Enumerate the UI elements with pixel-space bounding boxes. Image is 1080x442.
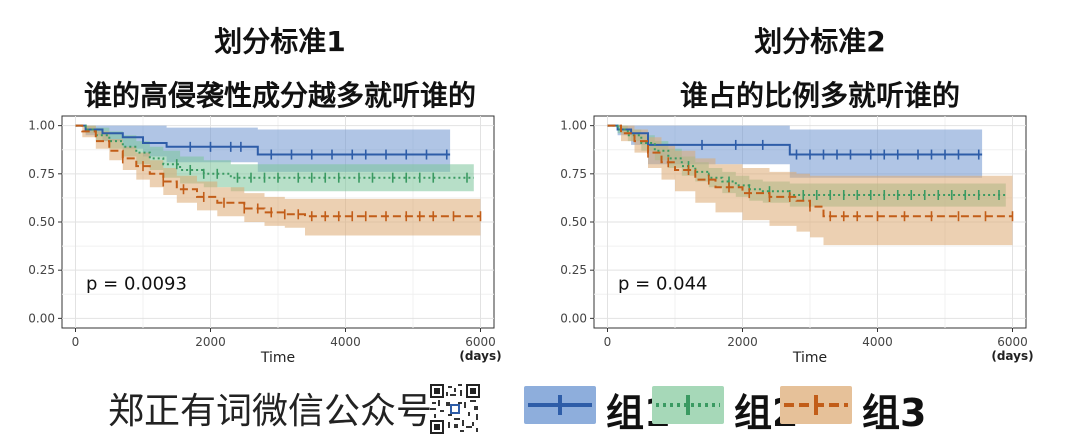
y-tick-label: 0.25 (560, 263, 587, 277)
km-chart-2: 0 2000 4000 6000 0.00 0.25 0.50 0.75 1.00 p = 0.0… (560, 115, 1034, 366)
qr-code-icon (430, 384, 480, 434)
y-tick-label: 0.50 (28, 215, 55, 229)
chart1-title: 划分标准1 (214, 25, 346, 58)
watermark-text: 郑正有词微信公众号 (108, 391, 433, 432)
ci-band (607, 125, 1013, 246)
y-tick-label: 0.00 (560, 311, 587, 325)
chart1-subtitle: 谁的高侵袭性成分越多就听谁的 (83, 79, 476, 112)
x-axis-label: Time (260, 350, 295, 366)
ci-band (75, 125, 481, 236)
y-tick-label: 1.00 (28, 119, 55, 133)
y-tick-label: 1.00 (560, 119, 587, 133)
x-tick-label: 2000 (195, 335, 226, 349)
footer: 郑正有词微信公众号 组1 (0, 378, 1080, 438)
survival-curve (75, 124, 481, 218)
y-tick-label: 0.00 (28, 311, 55, 325)
y-tick-label: 0.75 (560, 167, 587, 181)
survival-curve (607, 124, 1013, 218)
x-tick-label: 0 (604, 335, 612, 349)
p-value: p = 0.044 (618, 273, 707, 294)
survival-curve (607, 124, 983, 156)
km-chart-1: 0 2000 4000 6000 0.00 0.25 0.50 0.75 1.00 p = 0.0… (28, 115, 502, 366)
chart2-subtitle: 谁占的比例多就听谁的 (679, 79, 960, 112)
chart2-title: 划分标准2 (754, 25, 886, 58)
ci-band (607, 125, 983, 178)
x-tick-label: 4000 (862, 335, 893, 349)
x-tick-label: 6000 (997, 335, 1028, 349)
p-value: p = 0.0093 (86, 273, 187, 294)
y-tick-label: 0.75 (28, 167, 55, 181)
legend-swatch-group3 (780, 386, 852, 424)
x-tick-label: 0 (72, 335, 80, 349)
y-tick-label: 0.50 (560, 215, 587, 229)
legend-swatch-group1 (524, 386, 596, 424)
legend-label-group3: 组3 (862, 391, 927, 435)
y-tick-label: 0.25 (28, 263, 55, 277)
x-tick-label: 4000 (330, 335, 361, 349)
x-tick-label: 6000 (465, 335, 496, 349)
legend-swatch-group2 (652, 386, 724, 424)
x-axis-unit: (days) (459, 349, 501, 363)
x-tick-label: 2000 (727, 335, 758, 349)
x-axis-label: Time (792, 350, 827, 366)
x-axis-unit: (days) (991, 349, 1033, 363)
